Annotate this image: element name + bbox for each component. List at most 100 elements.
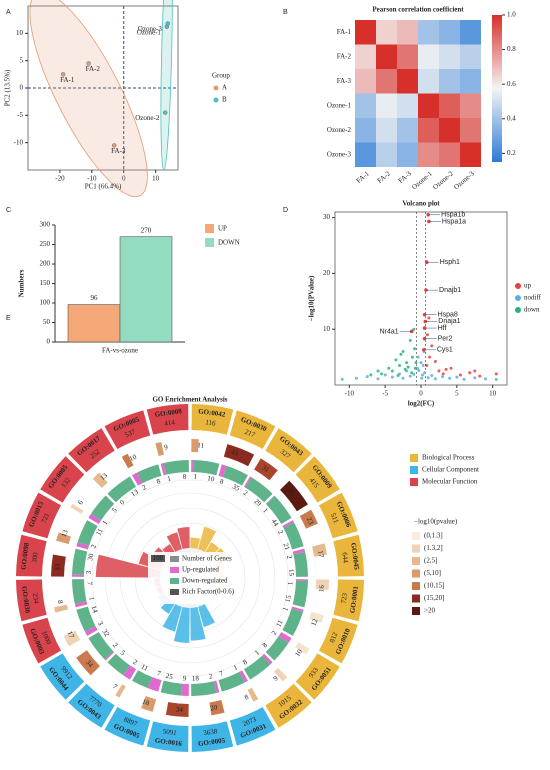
y-tick-label: 250 (40, 240, 51, 248)
rich-bar (190, 537, 201, 549)
gene-bar (315, 579, 329, 591)
legend-label: B (222, 96, 227, 104)
term-count: 511 (329, 512, 341, 525)
point (425, 333, 429, 337)
up-count: 3 (85, 570, 93, 574)
point (413, 366, 417, 370)
up-bar (88, 513, 102, 525)
point (484, 377, 487, 381)
down-count: 8 (261, 641, 270, 649)
panel-letter: B (283, 9, 288, 16)
heat-cell (397, 93, 418, 118)
term-id: GO:0045 (349, 542, 361, 571)
gene-count: 13 (99, 471, 110, 482)
point (408, 374, 412, 378)
up-bar (239, 670, 248, 683)
pvalue-legend-title: −log10(pvalue) (414, 518, 458, 526)
down-bar (163, 460, 189, 475)
up-count: 9 (183, 674, 187, 682)
heat-cell (355, 69, 376, 94)
heat-cell (460, 44, 481, 69)
down-count: 8 (241, 658, 249, 667)
up-bar (74, 601, 88, 608)
gene-count: 34 (176, 705, 184, 714)
down-count: 7 (218, 669, 224, 678)
term-id: GO:0005 (198, 736, 227, 748)
down-bar (72, 579, 87, 604)
down-bar (107, 476, 137, 503)
legend-swatch (515, 307, 521, 313)
term-count: 723 (340, 592, 349, 604)
term-sector (68, 428, 115, 473)
down-bar (76, 606, 96, 632)
gene-key: 100 (153, 554, 164, 562)
up-bar (282, 520, 294, 528)
gene-bar (70, 503, 84, 514)
up-count: 2 (285, 555, 294, 561)
point-label: Ozone-2 (135, 114, 160, 122)
down-count: 11 (94, 527, 104, 537)
point (494, 372, 498, 376)
heat-cell (418, 118, 439, 143)
down-count: 5 (119, 649, 127, 658)
rich-bar (166, 532, 182, 552)
down-count: 25 (165, 672, 174, 681)
up-bar (243, 476, 252, 488)
y-tick-label: 50 (43, 318, 51, 326)
term-sector (333, 534, 364, 577)
point (380, 372, 384, 376)
gene-label: Nr4a1 (380, 328, 399, 335)
up-count: 2 (242, 489, 250, 498)
term-id: GO:0001 (348, 585, 360, 614)
point (449, 366, 453, 370)
col-label: FA-3 (397, 169, 413, 185)
bar-value-label: 270 (141, 226, 152, 234)
up-count: 2 (89, 543, 98, 549)
term-sector (191, 721, 234, 752)
term-sector (40, 456, 85, 503)
down-bar (191, 681, 217, 696)
down-count: 13 (130, 488, 141, 499)
term-sector (191, 404, 234, 435)
heat-cell (355, 93, 376, 118)
x-axis-label: log2(FC) (408, 400, 435, 408)
down-count: 15 (284, 594, 293, 603)
gene-count: 17 (66, 630, 76, 640)
term-sector (229, 706, 276, 746)
gene-count: 33 (53, 563, 62, 571)
gene-count: 20 (210, 703, 219, 712)
heat-cell (439, 93, 460, 118)
point (165, 21, 170, 26)
gene-count: 18 (141, 698, 151, 708)
legend-label: A (222, 84, 227, 92)
point (340, 377, 344, 381)
gene-bar (274, 668, 288, 682)
down-count: 7 (85, 581, 93, 585)
legend-label: UP (218, 225, 227, 233)
rich-bar (198, 526, 217, 552)
term-sector (318, 492, 358, 539)
inner-legend-label: Number of Genes (182, 555, 232, 563)
up-bar (181, 683, 189, 696)
x-tick-label: 10 (152, 175, 160, 183)
term-sector (16, 534, 47, 577)
y-tick-label: 150 (40, 279, 51, 287)
heat-cell (376, 118, 397, 143)
down-count: 14 (89, 605, 99, 615)
gene-count: 6 (76, 498, 85, 506)
up-bar (262, 653, 273, 665)
point (408, 338, 412, 342)
point (387, 366, 391, 370)
up-count: 2 (131, 658, 139, 667)
up-bar (295, 579, 308, 582)
down-count: 8 (183, 473, 187, 481)
row-label: FA-3 (337, 77, 352, 85)
gene-bar (155, 441, 164, 456)
inner-legend-swatch (170, 556, 179, 562)
legend-swatch (410, 478, 418, 486)
term-sector (68, 683, 115, 728)
point (412, 372, 416, 376)
x-tick-label: -10 (345, 390, 355, 398)
point (473, 376, 477, 380)
down-count: 15 (287, 569, 295, 577)
